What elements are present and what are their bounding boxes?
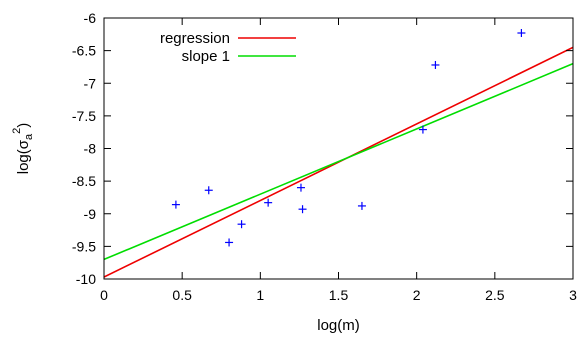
data-point	[204, 186, 213, 195]
x-tick-label: 2	[413, 287, 421, 303]
y-tick-label: -9	[84, 206, 97, 222]
x-tick-label: 0.5	[172, 287, 192, 303]
y-tick-label: -7	[84, 75, 97, 91]
x-tick-label: 1.5	[329, 287, 349, 303]
data-point	[298, 205, 307, 214]
data-point	[357, 201, 366, 210]
data-point	[296, 183, 305, 192]
y-tick-label: -9.5	[72, 238, 96, 254]
axes-layer: 0 0.5 1 1.5 2 2.5 3 -10 -9.5 -9 -8.5 -8 -7.5 -7 -6.5 -6	[72, 10, 577, 303]
y-tick-label: -6	[84, 10, 97, 26]
y-axis-label-close: )	[15, 123, 32, 128]
data-point	[237, 220, 246, 229]
x-tick-label: 2.5	[485, 287, 505, 303]
data-point	[418, 125, 427, 134]
y-axis-label-subscript: a	[23, 133, 35, 140]
y-tick-label: -7.5	[72, 108, 96, 124]
data-point	[225, 238, 234, 247]
plot-data-layer	[104, 29, 573, 278]
y-tick-label: -8	[84, 141, 97, 157]
plot-frame	[103, 17, 574, 280]
data-point	[517, 29, 526, 38]
x-tick-label: 3	[569, 287, 577, 303]
x-tick-label: 0	[100, 287, 108, 303]
y-axis-label-superscript: 2	[11, 128, 23, 134]
x-axis-label: log(m)	[317, 317, 360, 334]
series-line-slope-1	[104, 62, 573, 261]
data-point	[171, 200, 180, 209]
y-tick-label: -8.5	[72, 173, 96, 189]
legend-label-slope-1: slope 1	[182, 48, 230, 65]
y-tick-label: -6.5	[72, 43, 96, 59]
x-tick-label: 1	[256, 287, 264, 303]
y-axis-label-base: log(σ	[15, 139, 32, 174]
y-axis-label: log(σa2)	[11, 123, 35, 175]
data-point	[264, 198, 273, 207]
legend-label-regression: regression	[160, 30, 230, 47]
data-point	[431, 60, 440, 69]
y-tick-label: -10	[76, 271, 96, 287]
